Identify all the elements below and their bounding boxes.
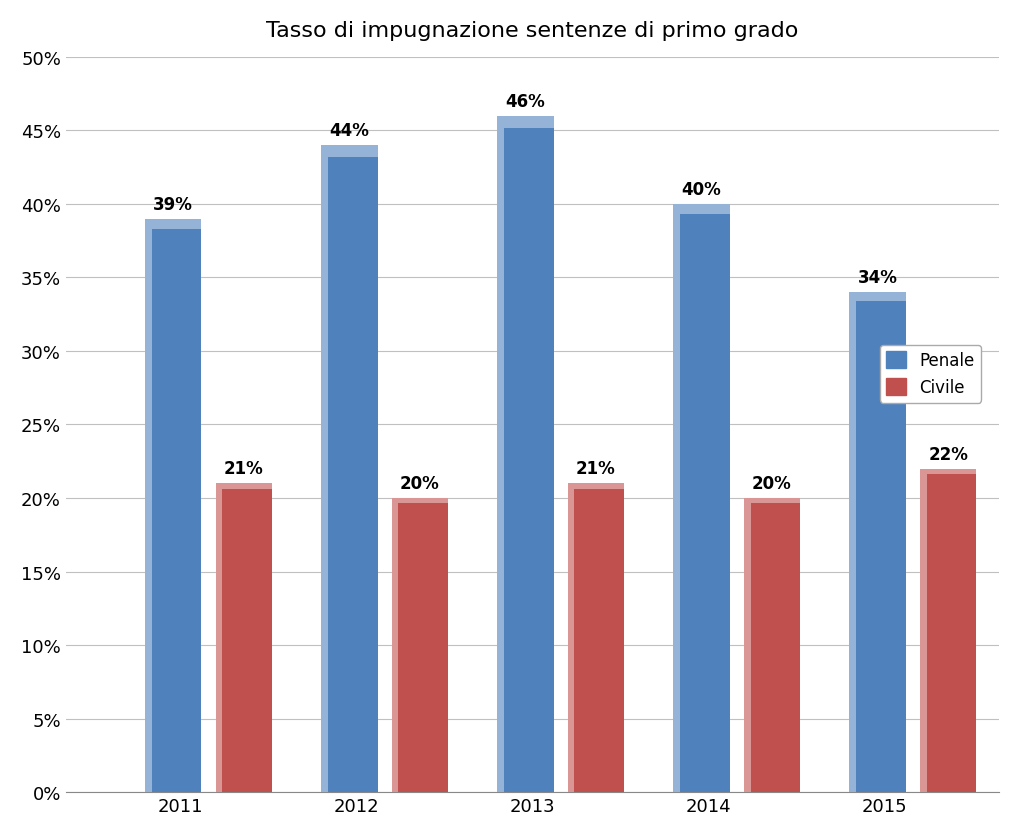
Bar	[145, 219, 201, 230]
Bar	[919, 469, 975, 475]
Text: 22%: 22%	[927, 446, 967, 463]
Bar	[673, 205, 729, 215]
Bar	[145, 219, 201, 793]
Bar	[673, 205, 729, 793]
Title: Tasso di impugnazione sentenze di primo grado: Tasso di impugnazione sentenze di primo …	[266, 21, 798, 41]
Bar	[743, 498, 799, 793]
Text: 20%: 20%	[751, 475, 791, 492]
Bar	[145, 219, 152, 793]
Bar	[743, 498, 750, 793]
Bar	[391, 498, 447, 504]
Bar	[673, 205, 680, 793]
Bar	[743, 498, 799, 504]
Bar	[497, 116, 503, 793]
Bar	[391, 498, 447, 793]
Bar	[849, 293, 905, 302]
Text: 40%: 40%	[681, 181, 720, 199]
Bar	[215, 484, 272, 489]
Text: 21%: 21%	[223, 460, 263, 478]
Legend: Penale, Civile: Penale, Civile	[878, 345, 980, 403]
Bar	[497, 116, 553, 793]
Text: 44%: 44%	[329, 122, 369, 140]
Bar	[568, 484, 624, 793]
Text: 20%: 20%	[399, 475, 439, 492]
Bar	[321, 145, 328, 793]
Text: 34%: 34%	[857, 269, 897, 287]
Bar	[919, 469, 975, 793]
Bar	[215, 484, 222, 793]
Bar	[849, 293, 905, 793]
Bar	[321, 145, 377, 793]
Text: 21%: 21%	[576, 460, 615, 478]
Bar	[568, 484, 574, 793]
Bar	[919, 469, 926, 793]
Bar	[321, 145, 377, 157]
Bar	[215, 484, 272, 793]
Bar	[568, 484, 624, 489]
Bar	[497, 116, 553, 129]
Bar	[849, 293, 855, 793]
Bar	[391, 498, 398, 793]
Text: 46%: 46%	[505, 93, 545, 110]
Text: 39%: 39%	[153, 196, 193, 213]
